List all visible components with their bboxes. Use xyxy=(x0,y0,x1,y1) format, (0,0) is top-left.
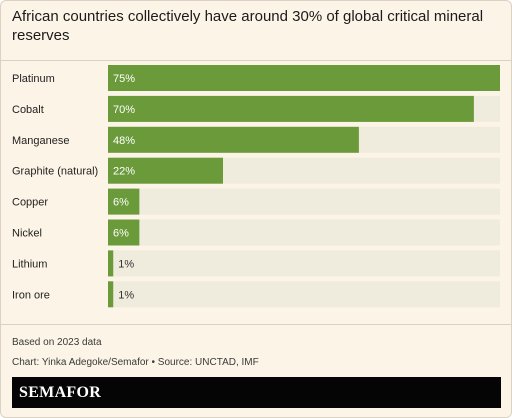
bar-platinum xyxy=(108,65,500,91)
bar-iron-ore xyxy=(108,281,114,308)
data-note: Based on 2023 data xyxy=(12,337,102,348)
brand-footer: SEMAFOR xyxy=(12,377,501,408)
value-label-cobalt: 70% xyxy=(113,104,135,116)
source-credit: Chart: Yinka Adegoke/Semafor • Source: U… xyxy=(12,357,259,368)
bar-lithium xyxy=(108,250,114,277)
value-label-platinum: 75% xyxy=(113,73,135,85)
value-label-copper: 6% xyxy=(113,197,129,209)
bar-nickel xyxy=(108,219,140,246)
semafor-logo: SEMAFOR xyxy=(19,384,102,401)
value-label-graphite-natural: 22% xyxy=(113,166,135,178)
bar-chart: Platinum 75% Cobalt 70% Manganese 48% Graphite… xyxy=(12,65,500,308)
value-label-iron-ore: 1% xyxy=(118,289,134,301)
value-label-manganese: 48% xyxy=(113,135,135,147)
bar-track-nickel xyxy=(108,219,500,246)
divider-bottom xyxy=(1,324,511,325)
value-label-lithium: 1% xyxy=(118,258,134,270)
category-label-copper: Copper xyxy=(12,197,48,209)
bar-track-lithium xyxy=(108,250,500,277)
bar-graphite-natural xyxy=(108,157,223,184)
category-label-graphite-natural: Graphite (natural) xyxy=(12,166,98,178)
bar-manganese xyxy=(108,126,359,153)
chart-title: African countries collectively have arou… xyxy=(12,8,484,44)
bar-track-copper xyxy=(108,188,500,215)
bar-track-iron-ore xyxy=(108,281,500,308)
category-label-platinum: Platinum xyxy=(12,73,55,85)
category-label-nickel: Nickel xyxy=(12,228,42,240)
divider-top xyxy=(1,60,511,61)
bar-copper xyxy=(108,188,140,215)
value-label-nickel: 6% xyxy=(113,228,129,240)
category-label-iron-ore: Iron ore xyxy=(12,289,50,301)
category-label-manganese: Manganese xyxy=(12,135,70,147)
bar-cobalt xyxy=(108,95,474,122)
category-label-lithium: Lithium xyxy=(12,258,47,270)
category-label-cobalt: Cobalt xyxy=(12,104,44,116)
